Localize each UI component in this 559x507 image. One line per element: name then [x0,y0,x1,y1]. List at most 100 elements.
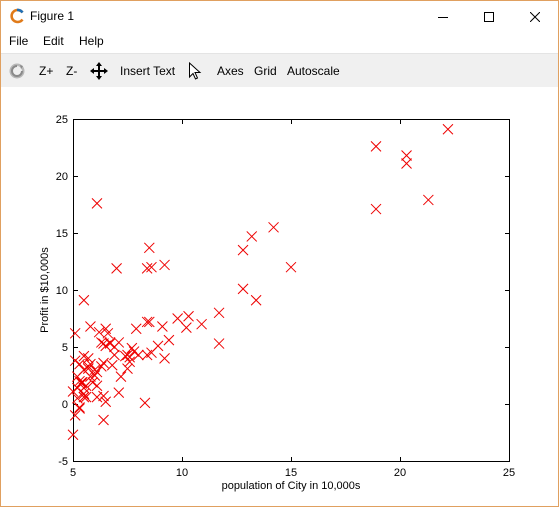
data-point [74,402,85,413]
data-point [124,351,136,363]
data-point [85,371,96,382]
data-point [100,340,112,352]
axis-ticks: 5 10 15 20 25 -5 0 5 10 15 20 25 [56,114,515,479]
data-point [250,294,262,306]
data-point [113,387,125,398]
data-point [91,391,103,403]
insert-text-button[interactable]: Insert Text [120,63,176,78]
octave-logo-icon [10,8,24,24]
data-point [130,323,142,335]
data-point [143,242,155,254]
rotate-icon [9,63,25,78]
data-point [93,326,105,338]
data-point [85,358,96,370]
menu-bar: File Edit Help [1,32,558,52]
data-point [128,346,140,357]
data-point [111,262,122,274]
data-point [183,310,194,322]
y-tick-label: 25 [56,114,68,126]
data-point [442,123,454,135]
data-point [401,150,412,161]
maximize-icon [484,11,494,22]
title-bar[interactable]: Figure 1 [1,1,558,32]
toolbar: Z+ Z- Insert Text Axes Grid Autoscale [1,53,558,88]
data-point [95,361,107,372]
y-tick-label: 10 [56,285,68,297]
data-point [246,231,258,242]
zoom-in-button[interactable]: Z+ [39,63,54,78]
data-point [69,355,81,367]
data-point [102,327,114,339]
minimize-icon [438,16,448,18]
data-point [139,397,151,409]
data-point [98,414,109,426]
data-point [370,203,382,215]
data-point [80,391,92,403]
y-tick-label: 0 [62,399,68,411]
data-point [213,307,225,319]
y-tick-label: 20 [56,171,68,183]
data-point [67,429,79,441]
data-point [74,403,85,414]
data-point [91,366,103,378]
cursor-select-icon [189,61,202,80]
data-point [78,388,90,400]
maximize-button[interactable] [466,1,512,32]
menu-edit[interactable]: Edit [43,34,64,48]
menu-file[interactable]: File [9,34,29,48]
data-point [78,294,90,306]
data-point [100,396,112,408]
data-point [72,392,83,404]
data-point [143,316,155,328]
y-tick-label: 15 [56,228,68,240]
data-point [370,141,382,152]
data-point [163,334,175,346]
data-point [80,380,92,392]
data-point [78,391,90,403]
grid-button[interactable]: Grid [254,63,277,78]
pan-move-icon [90,61,108,80]
axes-box [73,119,510,462]
scatter-plot: 5 10 15 20 25 -5 0 5 10 15 20 25 population of City… [39,114,515,492]
data-point [98,390,109,402]
window-title: Figure 1 [30,9,75,23]
data-point [95,337,107,348]
data-point [69,327,81,339]
data-point [98,357,109,369]
data-point [196,318,207,330]
data-point [141,262,153,274]
data-point [213,338,225,349]
x-axis-label: population of City in 10,000s [222,480,361,492]
data-point [72,382,83,394]
autoscale-button[interactable]: Autoscale [287,63,340,78]
data-point [159,259,170,271]
pan-button[interactable] [90,54,108,87]
data-point [67,386,79,397]
y-axis-label: Profit in $10,000s [39,247,51,333]
figure-canvas[interactable]: 5 10 15 20 25 -5 0 5 10 15 20 25 population of City… [1,87,558,506]
y-tick-label: -5 [58,456,68,468]
close-button[interactable] [512,1,558,32]
data-point [237,283,249,295]
data-point [87,376,98,388]
data-point [159,353,170,364]
select-button[interactable] [188,54,202,87]
close-icon [530,11,540,22]
data-point [85,321,96,332]
data-point [285,261,297,273]
menu-help[interactable]: Help [79,34,104,48]
data-point [141,316,153,328]
data-point [115,371,127,382]
minimize-button[interactable] [420,1,466,32]
data-point [268,221,279,233]
data-point [124,356,136,368]
data-point [106,359,118,371]
data-point [119,350,131,362]
rotate-button[interactable] [8,54,26,87]
data-point [422,194,434,206]
axes-button[interactable]: Axes [217,63,244,78]
zoom-out-button[interactable]: Z- [66,63,78,78]
data-point [91,198,103,209]
data-point [122,363,133,375]
